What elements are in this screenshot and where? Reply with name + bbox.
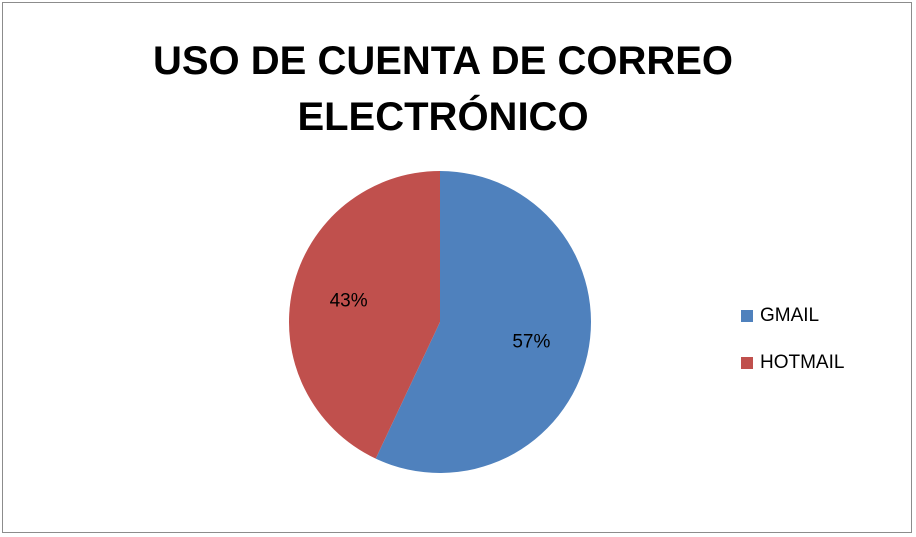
legend-item-hotmail: HOTMAIL	[741, 350, 844, 376]
pie-slices	[289, 171, 591, 473]
legend-label-gmail: GMAIL	[760, 305, 820, 326]
legend-item-gmail: GMAIL	[741, 303, 844, 329]
pie-slice-gmail	[375, 171, 591, 473]
legend-swatch-gmail	[741, 310, 753, 322]
legend-label-hotmail: HOTMAIL	[760, 352, 845, 373]
legend-swatch-hotmail	[741, 357, 753, 369]
pie-data-labels: 57% 43%	[330, 291, 551, 353]
pie-chart: 57% 43%	[289, 171, 591, 473]
data-label-gmail: 57%	[512, 331, 550, 352]
legend: GMAIL HOTMAIL	[741, 303, 844, 397]
data-label-hotmail: 43%	[330, 291, 368, 312]
pie-slice-hotmail	[289, 171, 440, 459]
chart-title: USO DE CUENTA DE CORREO ELECTRÓNICO	[152, 39, 734, 139]
